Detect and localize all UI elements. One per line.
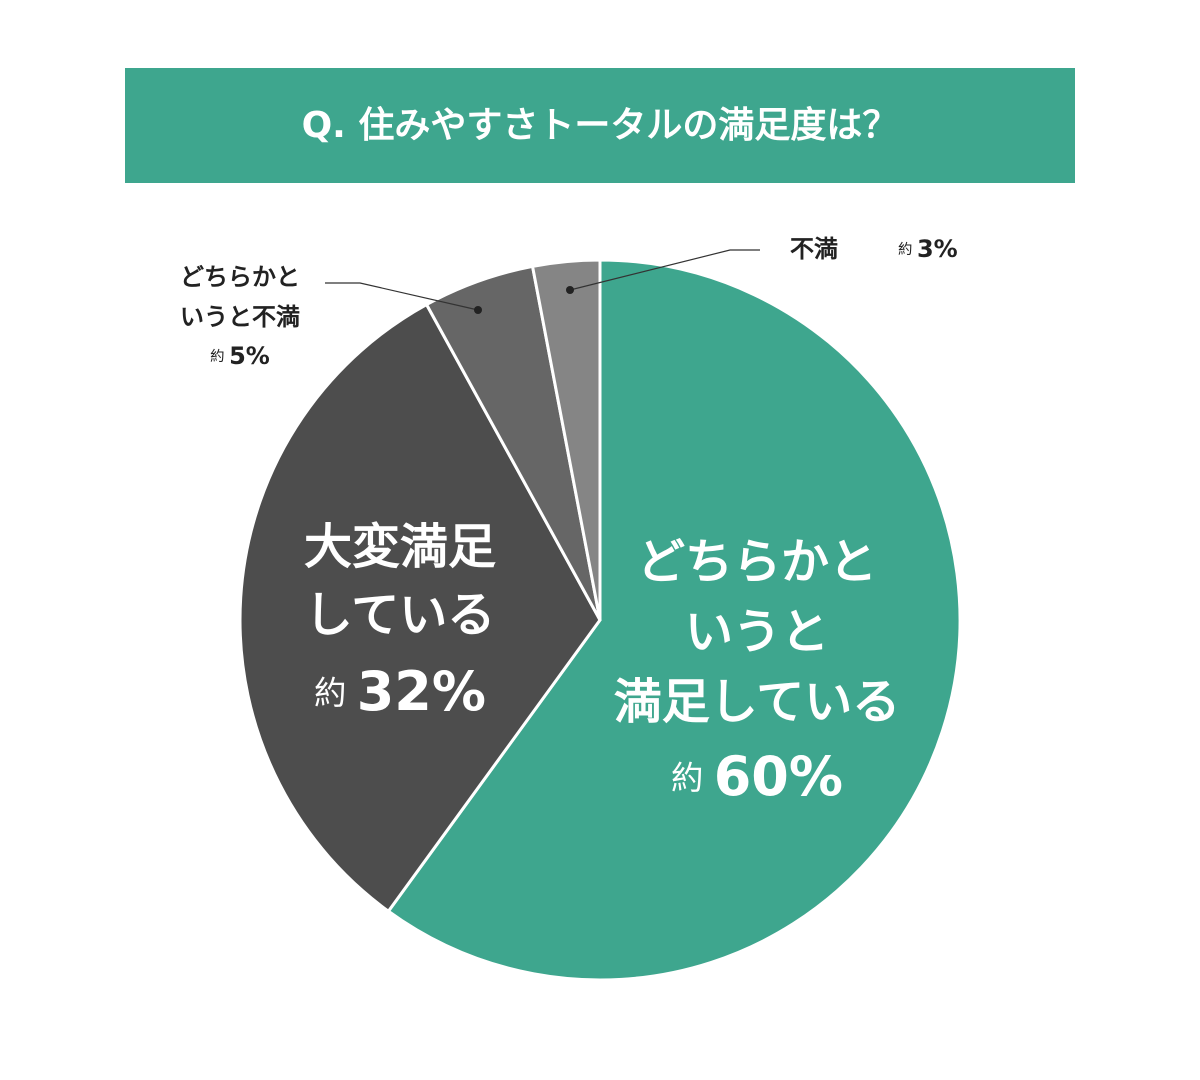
value-prefix: 約 (314, 674, 357, 712)
label-line: いうと不満 (180, 303, 300, 331)
label-line: どちらかと (180, 263, 300, 291)
label-line: 不満 (790, 235, 838, 263)
label-line: 大変満足 (304, 519, 496, 575)
label-line: どちらかと (637, 534, 877, 590)
label-line: 満足している (614, 674, 901, 730)
value-number: 5% (229, 342, 270, 370)
leader-dot (566, 286, 574, 294)
category-label: 大変満足している (304, 519, 496, 643)
chart-title: Q. 住みやすさトータルの満足度は？ (302, 105, 899, 146)
label-line: している (305, 587, 496, 643)
pie-slice (386, 258, 962, 982)
value-prefix: 約 (671, 759, 714, 797)
pie-slice (238, 302, 602, 914)
category-label: どちらかというと満足している (614, 534, 901, 730)
value-label: 約 3% (898, 235, 958, 263)
leader-line (569, 249, 760, 291)
leader-line (325, 282, 479, 311)
value-label: 約 60% (671, 745, 843, 808)
value-number: 32% (357, 660, 486, 723)
value-prefix: 約 (898, 241, 917, 258)
value-prefix: 約 (210, 348, 229, 365)
value-label: 約 5% (210, 342, 270, 370)
value-label: 約 32% (314, 660, 486, 723)
label-line: いうと (685, 604, 829, 660)
leader-dot (474, 306, 482, 314)
value-number: 3% (917, 235, 958, 263)
pie-slice (530, 258, 602, 621)
category-label: 不満 (790, 235, 838, 263)
category-label: どちらかというと不満 (180, 263, 300, 331)
value-number: 60% (714, 745, 843, 808)
title-bar (125, 68, 1075, 183)
